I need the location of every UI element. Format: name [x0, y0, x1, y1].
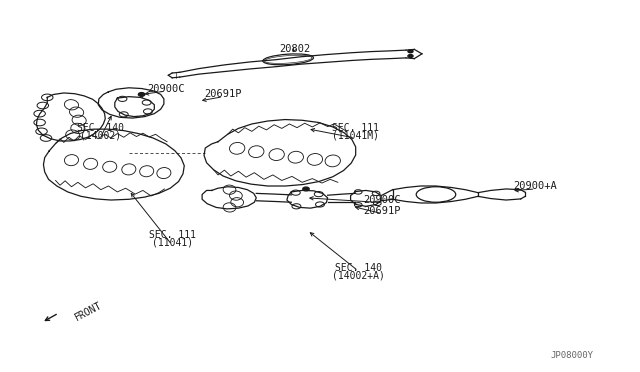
Text: FRONT: FRONT — [74, 300, 104, 323]
Text: 20691P: 20691P — [204, 89, 242, 99]
Circle shape — [408, 55, 413, 58]
Text: 20900C: 20900C — [364, 195, 401, 205]
Text: SEC. 111: SEC. 111 — [148, 230, 196, 240]
Text: SEC. 140: SEC. 140 — [77, 123, 124, 133]
Circle shape — [138, 93, 145, 96]
Text: (14002+A): (14002+A) — [332, 270, 385, 280]
Circle shape — [303, 187, 309, 191]
Text: (11041M): (11041M) — [332, 130, 378, 140]
Text: (14002): (14002) — [79, 130, 121, 140]
Text: 20900C: 20900C — [147, 84, 184, 94]
Circle shape — [408, 50, 413, 53]
Text: 20900+A: 20900+A — [513, 181, 557, 191]
Text: JP08000Y: JP08000Y — [550, 350, 593, 360]
Text: 20802: 20802 — [279, 44, 310, 54]
Text: (11041): (11041) — [152, 237, 193, 247]
Text: SEC. 111: SEC. 111 — [332, 123, 378, 133]
Text: SEC. 140: SEC. 140 — [335, 263, 381, 273]
Text: 20691P: 20691P — [364, 206, 401, 216]
